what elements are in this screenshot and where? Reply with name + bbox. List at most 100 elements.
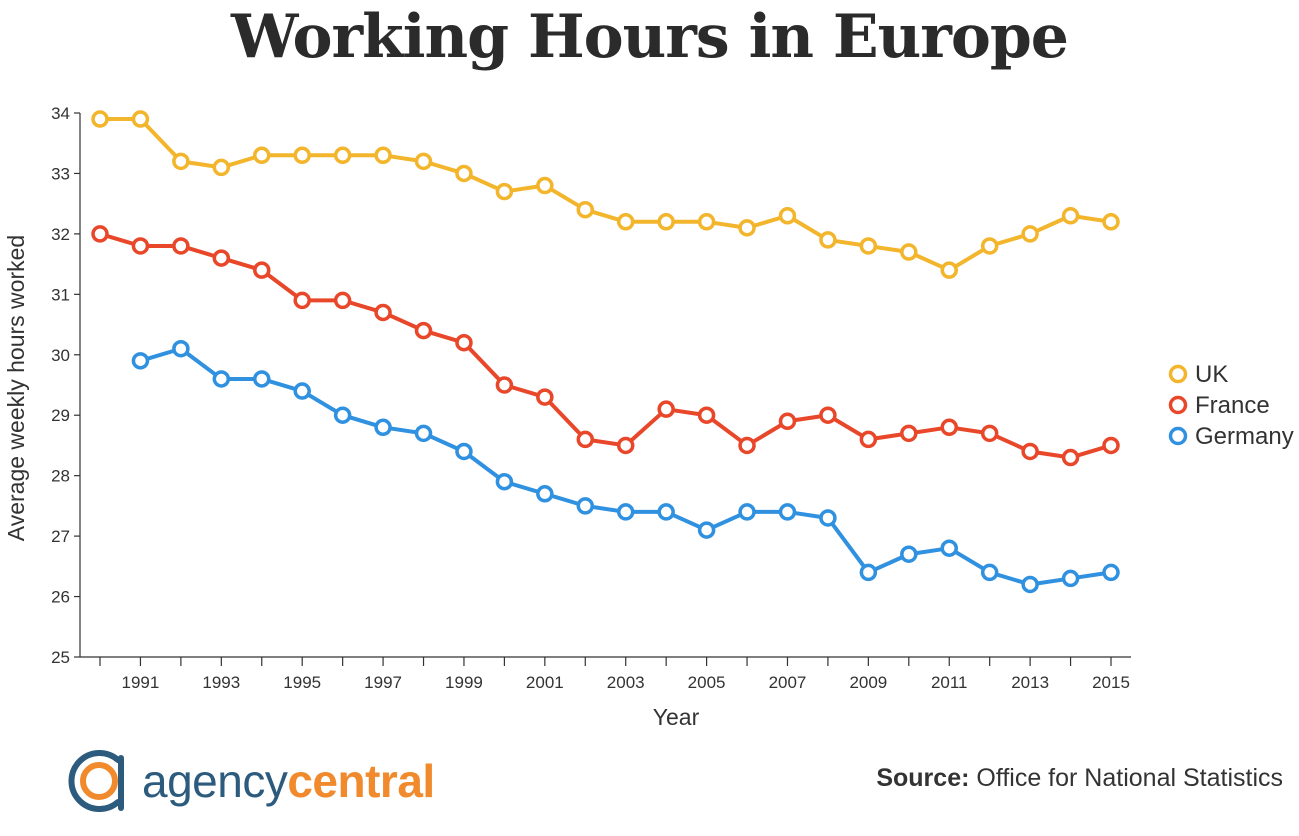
data-point-uk [495, 182, 514, 201]
data-point-uk [253, 146, 271, 165]
data-point-france [1102, 436, 1120, 455]
data-point-france [455, 333, 473, 352]
legend-marker-france [1168, 395, 1188, 415]
data-point-france [414, 321, 433, 340]
series-france [91, 225, 1120, 467]
data-point-uk [131, 110, 150, 128]
data-point-france [576, 430, 595, 449]
legend: UK France Germany [1168, 361, 1294, 450]
source-note: Source: Office for National Statistics [876, 764, 1283, 793]
y-tick-label: 26 [51, 588, 70, 607]
data-point-germany [738, 503, 756, 521]
data-point-germany [253, 370, 271, 388]
data-point-france [495, 376, 514, 394]
series-line-france [99, 231, 1112, 460]
data-point-france [778, 412, 797, 431]
source-text: Office for National Statistics [976, 764, 1283, 792]
data-point-germany [697, 521, 716, 539]
data-point-uk [738, 219, 756, 237]
data-point-france [131, 237, 150, 255]
data-point-germany [900, 545, 918, 563]
x-axis: 1991 1993 1995 1997 1999 2001 2003 2005 2007 2009… [80, 656, 1131, 692]
data-point-uk [778, 207, 797, 225]
source-label: Source: [876, 764, 970, 792]
data-point-france [333, 291, 352, 310]
x-tick-label: 1997 [364, 673, 402, 692]
data-point-germany [495, 472, 514, 491]
data-point-uk [616, 213, 635, 231]
data-point-uk [1102, 213, 1120, 231]
legend-label-germany: Germany [1195, 423, 1294, 450]
data-point-germany [1061, 569, 1080, 588]
data-point-uk [333, 146, 352, 165]
data-point-france [253, 261, 271, 279]
x-axis-title: Year [653, 704, 700, 730]
data-point-uk [414, 152, 433, 171]
data-point-uk [374, 146, 392, 165]
y-axis-title: Average weekly hours worked [3, 235, 29, 541]
x-tick-label: 2009 [849, 673, 887, 692]
x-tick-label: 2011 [931, 673, 968, 692]
data-point-uk [697, 213, 716, 231]
legend-marker-germany [1168, 426, 1188, 446]
logo-word-central: central [287, 755, 435, 807]
data-point-germany [172, 339, 190, 358]
data-point-france [980, 424, 999, 443]
data-point-france [91, 225, 109, 243]
data-point-germany [980, 563, 999, 582]
x-tick-label: 2007 [769, 673, 807, 692]
data-point-france [212, 249, 231, 267]
data-point-germany [131, 352, 150, 370]
data-point-uk [1061, 207, 1080, 225]
x-tick-label: 2003 [607, 673, 645, 692]
data-point-germany [1021, 575, 1039, 594]
data-point-uk [212, 158, 231, 177]
data-point-france [1021, 442, 1039, 461]
series-line-uk [100, 117, 1112, 273]
data-point-germany [455, 442, 473, 461]
y-tick-label: 29 [51, 406, 70, 425]
data-point-uk [172, 152, 190, 171]
data-point-france [819, 406, 837, 424]
data-point-france [738, 436, 756, 455]
chart-title: Working Hours in Europe [231, 2, 1069, 72]
data-point-uk [91, 110, 109, 128]
x-tick-label: 1991 [122, 673, 160, 692]
data-point-uk [576, 200, 595, 219]
data-point-germany [293, 382, 311, 400]
series-germany [131, 339, 1120, 594]
data-point-uk [1021, 225, 1039, 243]
data-point-uk [900, 243, 918, 261]
y-tick-label: 30 [51, 346, 70, 365]
data-point-germany [940, 539, 958, 557]
series-line-germany [139, 346, 1112, 587]
data-point-germany [212, 370, 231, 388]
x-tick-label: 2001 [526, 673, 564, 692]
series-uk [91, 110, 1120, 279]
data-point-france [859, 430, 878, 449]
data-point-france [616, 436, 635, 455]
legend-label-uk: UK [1195, 361, 1228, 388]
data-point-france [374, 303, 392, 322]
data-point-germany [859, 563, 878, 582]
data-point-france [900, 424, 918, 443]
legend-label-france: France [1195, 392, 1270, 419]
data-point-germany [778, 503, 797, 521]
legend-item-germany: Germany [1168, 423, 1294, 450]
data-point-france [657, 400, 675, 418]
data-point-uk [859, 237, 878, 255]
data-point-france [293, 291, 311, 310]
data-point-france [1061, 448, 1080, 467]
data-point-germany [536, 485, 554, 503]
x-tick-label: 1993 [202, 673, 240, 692]
data-point-germany [657, 503, 675, 521]
data-point-germany [819, 509, 837, 527]
series-layer [91, 110, 1120, 594]
agency-central-logo-icon [68, 750, 124, 812]
logo-wordmark: agencycentral [142, 754, 435, 808]
data-point-germany [333, 406, 352, 424]
data-point-uk [293, 146, 311, 165]
data-point-germany [616, 503, 635, 521]
y-tick-label: 27 [51, 527, 70, 546]
